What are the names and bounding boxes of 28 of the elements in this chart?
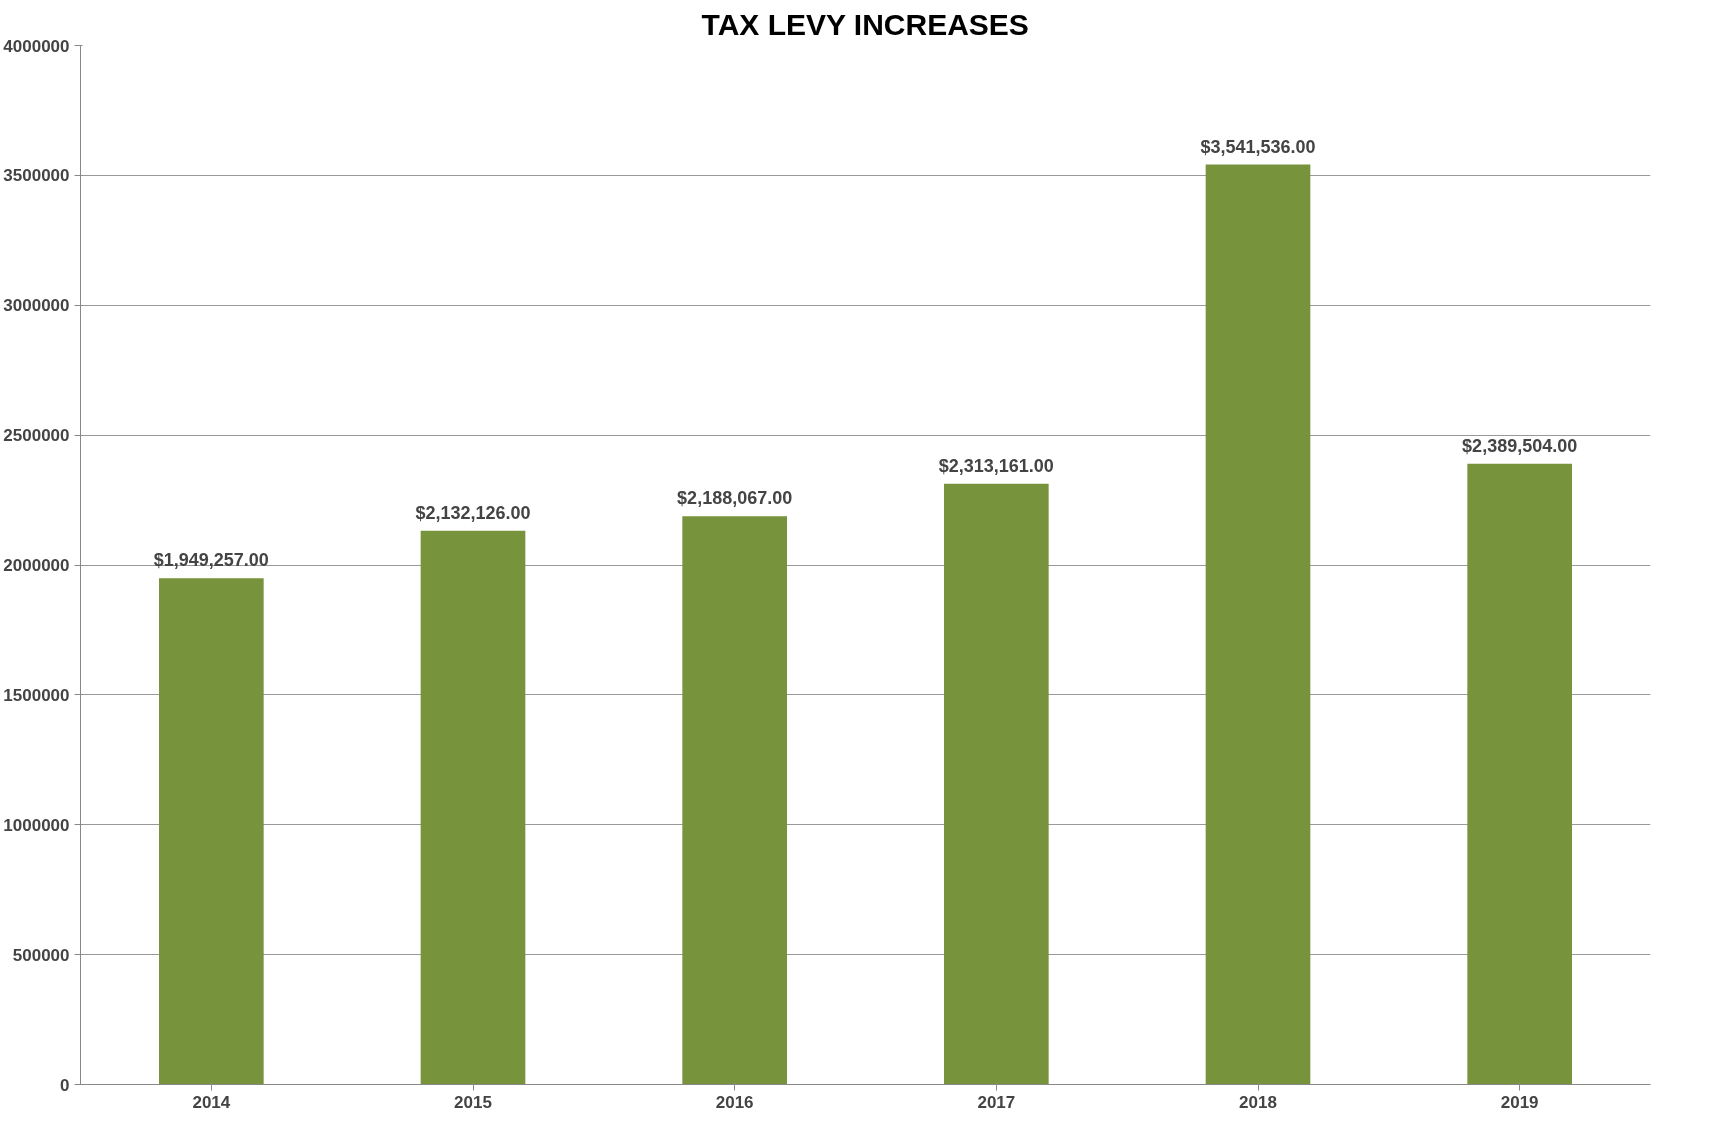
- y-tick-label: 3500000: [3, 166, 70, 186]
- bar: [420, 530, 526, 1085]
- bar: [1467, 463, 1572, 1085]
- data-label: $1,949,257.00: [153, 550, 269, 571]
- y-tick-label: 500000: [12, 945, 70, 965]
- bar: [682, 516, 787, 1085]
- bar: [1205, 164, 1311, 1085]
- data-label: $2,188,067.00: [677, 488, 793, 509]
- x-tick-label: 2017: [977, 1092, 1016, 1112]
- chart-title: TAX LEVY INCREASES: [701, 7, 1029, 41]
- y-tick-label: 1500000: [3, 685, 70, 705]
- bar: [159, 578, 264, 1085]
- data-label: $2,132,126.00: [415, 502, 531, 523]
- data-label: $3,541,536.00: [1200, 136, 1316, 157]
- x-tick-label: 2014: [192, 1092, 231, 1112]
- data-label: $2,313,161.00: [938, 455, 1054, 476]
- x-tick-label: 2015: [454, 1092, 492, 1112]
- x-tick-label: 2018: [1239, 1092, 1277, 1112]
- x-tick-label: 2016: [715, 1092, 754, 1112]
- y-tick-label: 2500000: [3, 426, 70, 446]
- data-label: $2,389,504.00: [1462, 435, 1578, 456]
- x-tick-label: 2019: [1500, 1092, 1539, 1112]
- y-tick-label: 3000000: [3, 296, 70, 316]
- bar: [944, 483, 1049, 1085]
- y-tick-label: 4000000: [3, 36, 70, 56]
- y-tick-label: 1000000: [3, 815, 70, 835]
- y-tick-label: 0: [60, 1075, 70, 1095]
- y-tick-label: 2000000: [3, 556, 70, 575]
